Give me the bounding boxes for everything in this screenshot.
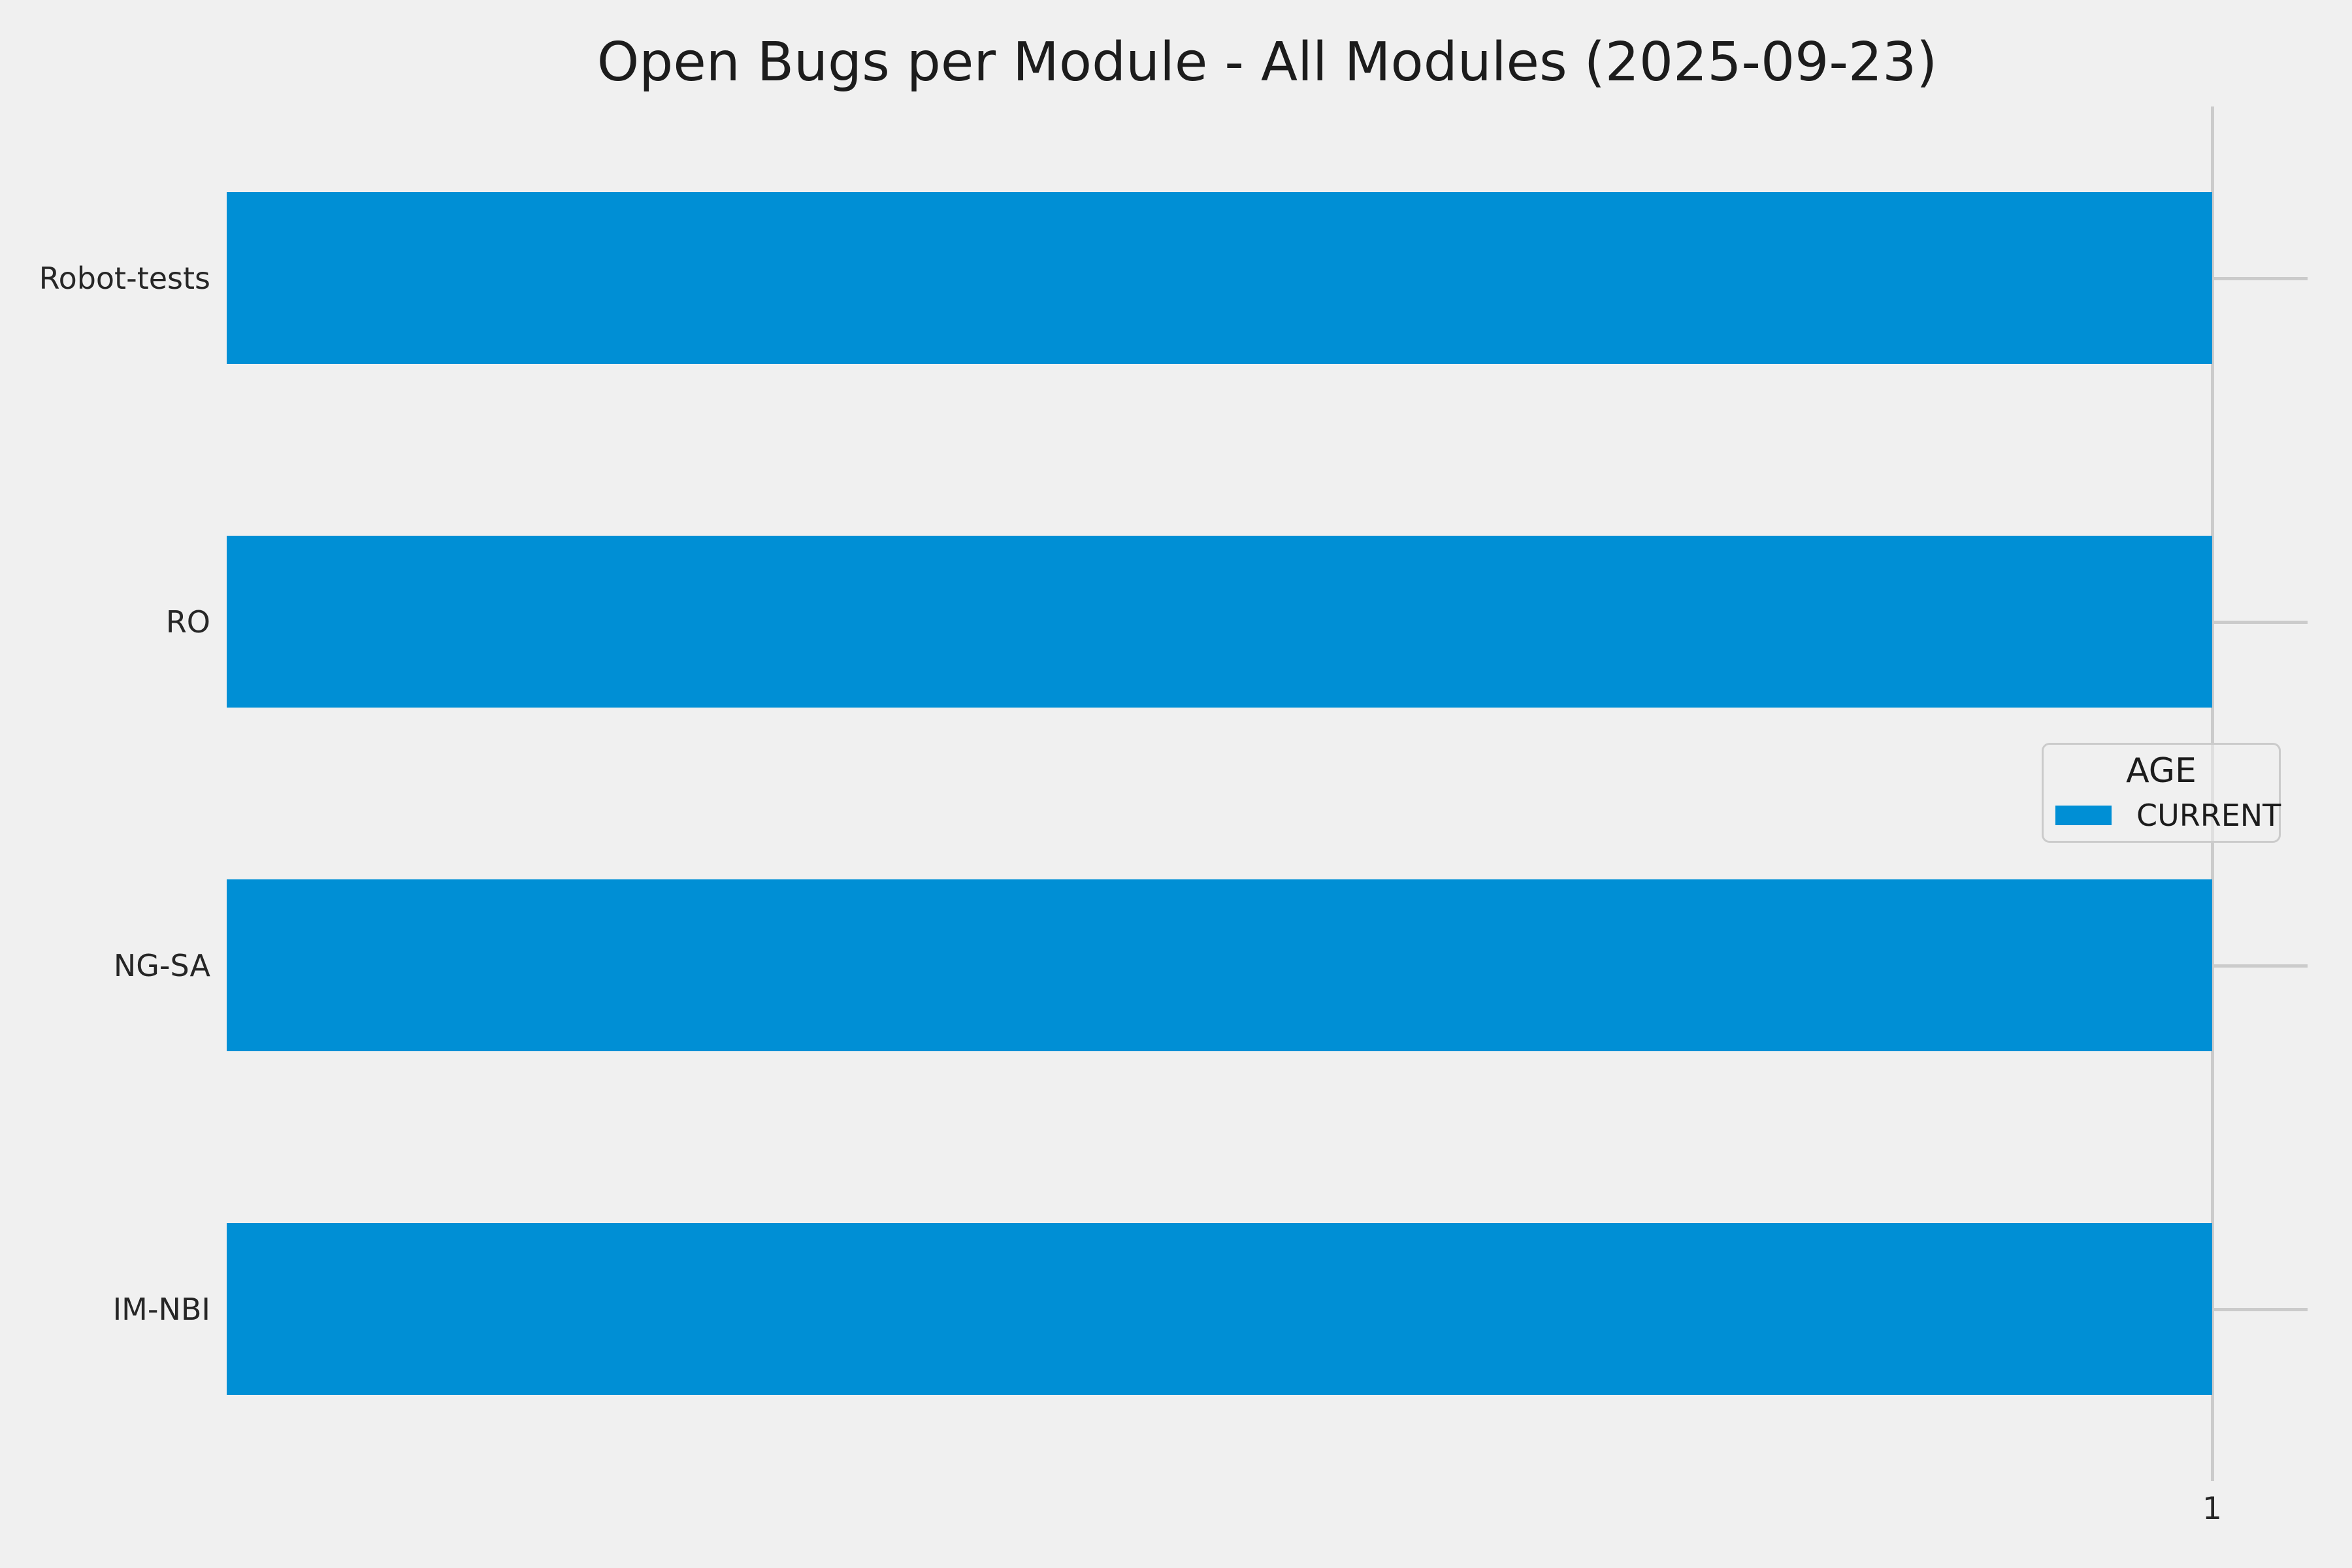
bar-ng-sa <box>227 879 2212 1051</box>
y-tick-label: NG-SA <box>113 948 210 983</box>
bar-im-nbi <box>227 1223 2212 1395</box>
legend-title: AGE <box>2126 751 2197 791</box>
legend-entry-label: CURRENT <box>2136 798 2281 834</box>
bar-ro <box>227 536 2212 708</box>
chart-title: Open Bugs per Module - All Modules (2025… <box>596 31 1938 93</box>
plot-area <box>227 106 2308 1481</box>
y-tick-label: IM-NBI <box>112 1292 210 1327</box>
y-tick-label: Robot-tests <box>39 261 210 296</box>
legend-swatch-icon <box>2055 806 2112 826</box>
x-tick-label: 1 <box>2202 1491 2222 1527</box>
y-tick-label: RO <box>165 604 210 640</box>
legend-entry: CURRENT <box>2054 798 2281 833</box>
legend: AGE CURRENT <box>2042 743 2281 843</box>
bar-robot-tests <box>227 192 2212 364</box>
